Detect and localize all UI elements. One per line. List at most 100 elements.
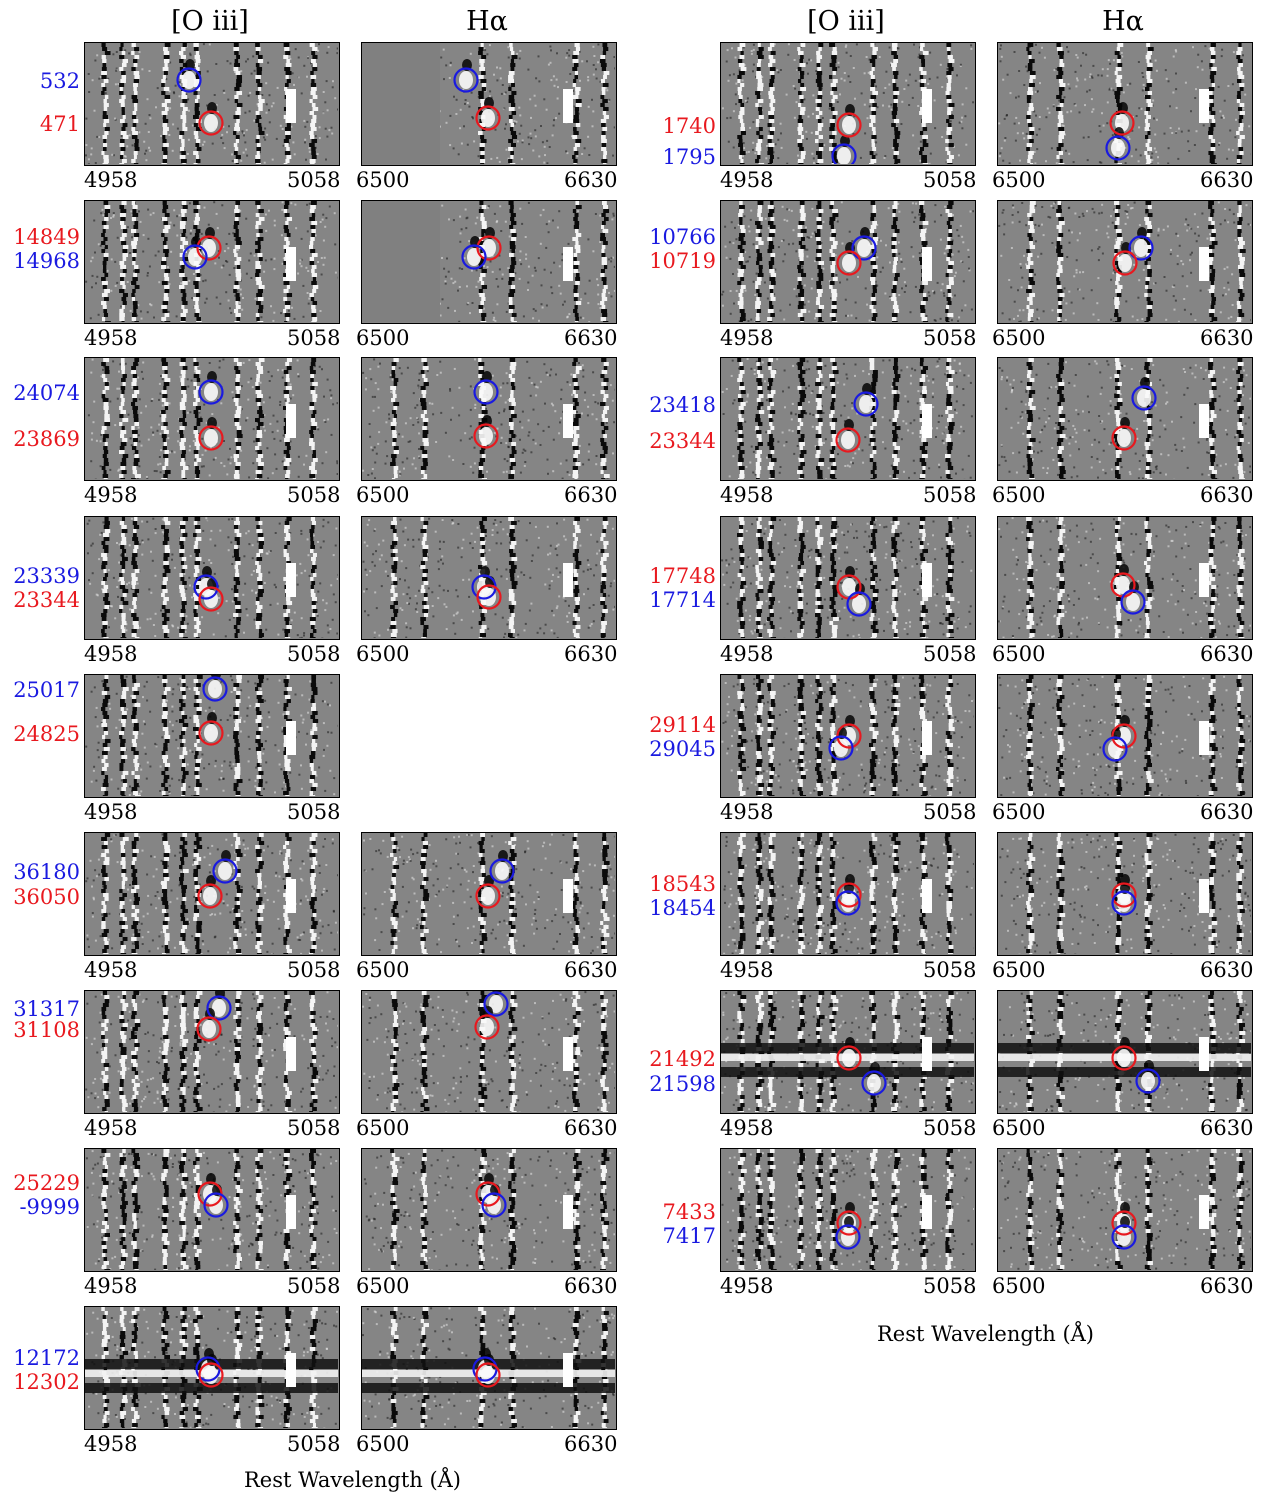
sky-line	[1144, 1149, 1153, 1270]
sky-line	[945, 517, 955, 638]
sky-line	[1114, 517, 1123, 638]
sky-line	[919, 43, 929, 164]
emission-blob	[489, 995, 503, 1013]
object-id-label: 23339	[13, 564, 80, 588]
wavelength-tick: 6630	[1200, 958, 1254, 982]
blue-aperture-circle	[203, 1192, 229, 1218]
emission-blob	[1118, 254, 1132, 272]
blue-aperture-circle	[489, 858, 515, 884]
sky-line	[600, 201, 610, 322]
sky-line	[755, 1149, 764, 1270]
scale-bar	[1199, 1195, 1209, 1229]
emission-blob	[202, 1020, 216, 1038]
oiii-spectrum-panel	[84, 832, 340, 956]
sky-line	[891, 43, 901, 164]
scale-bar	[1199, 1037, 1209, 1071]
sky-line	[101, 201, 111, 322]
wavelength-tick: 6630	[564, 483, 618, 507]
wavelength-tick: 6630	[1200, 483, 1254, 507]
wavelength-tick: 6630	[1200, 326, 1254, 350]
red-aperture-circle	[473, 423, 499, 449]
red-aperture-circle	[198, 1362, 224, 1388]
blue-aperture-circle	[1135, 1068, 1161, 1094]
sky-line	[829, 43, 838, 164]
red-aperture-circle	[198, 586, 224, 612]
sky-line	[233, 1149, 243, 1270]
wavelength-tick: 4958	[84, 1274, 138, 1298]
sky-line	[797, 517, 807, 638]
sky-line	[945, 201, 954, 322]
sky-line	[390, 1149, 400, 1270]
emission-blob	[1108, 740, 1122, 758]
scale-bar	[1199, 879, 1209, 913]
sky-line	[179, 675, 189, 796]
sky-line	[161, 201, 171, 322]
sky-line	[161, 1149, 170, 1270]
emission-blob	[1141, 1072, 1155, 1090]
scale-bar	[286, 1353, 296, 1387]
sky-line	[101, 833, 111, 954]
object-id-label: 12302	[13, 1370, 80, 1394]
red-aperture-circle	[1111, 882, 1137, 908]
sky-line	[767, 201, 777, 322]
object-id-label: 25017	[13, 678, 80, 702]
wavelength-tick: 4958	[720, 1274, 774, 1298]
sky-line	[131, 358, 141, 479]
blue-aperture-circle	[853, 391, 879, 417]
sky-line	[1056, 517, 1066, 638]
oiii-spectrum-panel	[84, 42, 340, 166]
blue-aperture-circle	[861, 1070, 887, 1096]
scale-bar	[563, 404, 573, 438]
sky-line	[179, 201, 189, 322]
sky-line	[101, 675, 111, 796]
halpha-spectrum-panel	[997, 357, 1253, 481]
object-id-label: 18454	[649, 896, 716, 920]
blue-aperture-circle	[1105, 135, 1131, 161]
sky-line	[101, 43, 111, 164]
blue-aperture-circle	[176, 67, 202, 93]
sky-line	[131, 201, 140, 322]
halpha-spectrum-panel	[361, 832, 617, 956]
wavelength-tick: 5058	[287, 958, 341, 982]
wavelength-tick: 5058	[287, 1432, 341, 1456]
scale-bar	[922, 1037, 932, 1071]
object-id-label: 471	[39, 112, 80, 136]
sky-line	[161, 517, 171, 638]
red-aperture-circle	[475, 1362, 501, 1388]
sky-line	[767, 43, 776, 164]
sky-line	[1236, 43, 1245, 164]
sky-line	[119, 833, 129, 954]
masked-region	[362, 43, 440, 164]
wavelength-tick: 6500	[356, 483, 410, 507]
red-aperture-circle	[475, 105, 501, 131]
wavelength-tick: 5058	[287, 326, 341, 350]
halpha-spectrum-panel	[361, 200, 617, 324]
wavelength-tick: 6500	[992, 483, 1046, 507]
wavelength-tick: 5058	[287, 800, 341, 824]
blue-aperture-circle	[483, 991, 509, 1017]
sky-line	[755, 201, 764, 322]
sky-line	[508, 43, 518, 164]
red-aperture-circle	[198, 110, 224, 136]
sky-line	[572, 991, 582, 1112]
oiii-spectrum-panel	[720, 357, 976, 481]
sky-line	[233, 517, 242, 638]
halpha-spectrum-panel	[361, 1306, 617, 1430]
emission-blob	[479, 427, 493, 445]
emission-blob	[182, 71, 196, 89]
sky-line	[255, 675, 264, 796]
emission-blob	[204, 114, 218, 132]
object-id-label: 21492	[649, 1047, 716, 1071]
sky-line	[179, 991, 189, 1112]
sky-line	[179, 833, 189, 954]
sky-line	[119, 517, 129, 638]
sky-line	[508, 1149, 517, 1270]
blue-aperture-circle	[828, 735, 854, 761]
object-id-label: 21598	[649, 1072, 716, 1096]
sky-line	[891, 833, 901, 954]
sky-line	[869, 517, 879, 638]
object-id-label: 36180	[13, 860, 80, 884]
wavelength-tick: 5058	[923, 1274, 977, 1298]
wavelength-tick: 6500	[356, 1116, 410, 1140]
object-id-label: 10719	[649, 249, 716, 273]
